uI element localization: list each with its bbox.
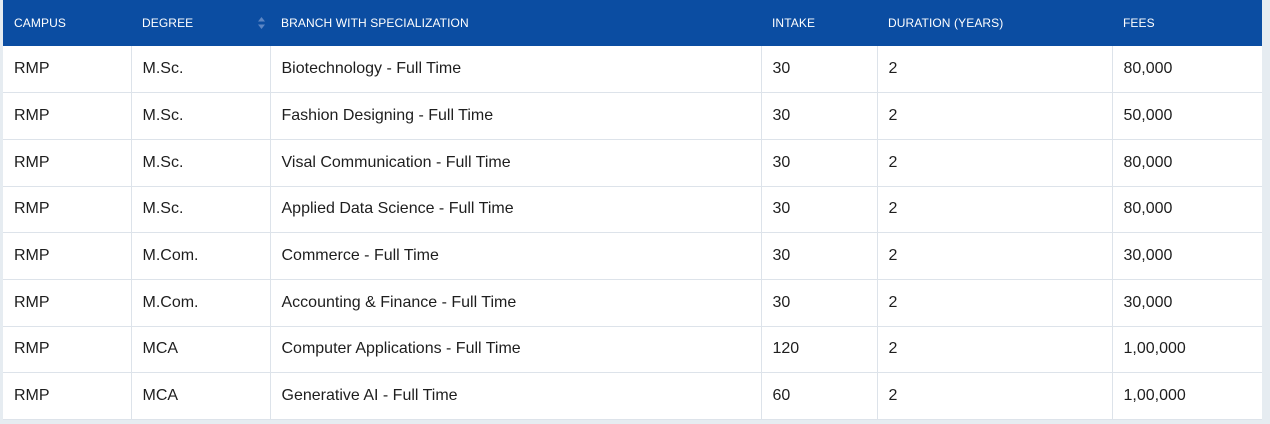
cell-degree: MCA [131,326,271,373]
cell-duration: 2 [877,186,1113,233]
cell-duration: 2 [877,372,1113,420]
cell-campus: RMP [3,46,132,93]
cell-intake: 120 [761,326,878,373]
program-table-container: CAMPUS DEGREE BRANCH WITH SPECIALIZATION… [3,0,1262,420]
header-fees[interactable]: FEES [1123,16,1155,30]
cell-intake: 60 [761,372,878,420]
table-row: RMP M.Com. Commerce - Full Time 30 2 30,… [3,232,1262,280]
cell-intake: 30 [761,139,878,187]
cell-degree: M.Sc. [131,139,271,187]
cell-branch: Applied Data Science - Full Time [270,186,762,233]
cell-degree: MCA [131,372,271,420]
cell-fees: 80,000 [1123,60,1173,78]
cell-fees: 1,00,000 [1123,387,1186,405]
cell-degree: M.Com. [131,279,271,327]
table-row: RMP M.Com. Accounting & Finance - Full T… [3,279,1262,327]
cell-degree: M.Sc. [131,92,271,140]
cell-degree: M.Sc. [131,186,271,233]
cell-branch: Visal Communication - Full Time [270,139,762,187]
cell-campus: RMP [3,279,132,327]
cell-fees: 30,000 [1123,293,1173,311]
cell-fees: 50,000 [1123,107,1173,125]
cell-campus: RMP [3,326,132,373]
cell-branch: Generative AI - Full Time [270,372,762,420]
cell-fees: 1,00,000 [1123,340,1186,358]
cell-intake: 30 [761,186,878,233]
table-row: RMP M.Sc. Applied Data Science - Full Ti… [3,186,1262,233]
cell-intake: 30 [761,46,878,93]
table-header-row: CAMPUS DEGREE BRANCH WITH SPECIALIZATION… [3,0,1262,46]
table-row: RMP MCA Computer Applications - Full Tim… [3,326,1262,373]
header-degree[interactable]: DEGREE [131,0,270,46]
table-row: RMP M.Sc. Visal Communication - Full Tim… [3,139,1262,187]
header-duration[interactable]: DURATION (YEARS) [888,16,1004,30]
cell-duration: 2 [877,279,1113,327]
table-row: RMP MCA Generative AI - Full Time 60 2 1… [3,372,1262,420]
cell-campus: RMP [3,232,132,280]
cell-degree: M.Sc. [131,46,271,93]
cell-campus: RMP [3,186,132,233]
table-row: RMP M.Sc. Fashion Designing - Full Time … [3,92,1262,140]
cell-campus: RMP [3,92,132,140]
cell-duration: 2 [877,326,1113,373]
cell-intake: 30 [761,232,878,280]
cell-intake: 30 [761,279,878,327]
cell-campus: RMP [3,372,132,420]
header-branch[interactable]: BRANCH WITH SPECIALIZATION [281,16,469,30]
cell-branch: Fashion Designing - Full Time [270,92,762,140]
cell-fees: 80,000 [1123,153,1173,171]
cell-branch: Commerce - Full Time [270,232,762,280]
program-table: CAMPUS DEGREE BRANCH WITH SPECIALIZATION… [3,0,1262,420]
header-campus[interactable]: CAMPUS [14,16,66,30]
cell-duration: 2 [877,232,1113,280]
cell-branch: Accounting & Finance - Full Time [270,279,762,327]
cell-fees: 30,000 [1123,247,1173,265]
header-degree-label: DEGREE [142,16,194,30]
header-intake[interactable]: INTAKE [772,16,816,30]
cell-campus: RMP [3,139,132,187]
cell-duration: 2 [877,139,1113,187]
cell-intake: 30 [761,92,878,140]
cell-degree: M.Com. [131,232,271,280]
cell-branch: Biotechnology - Full Time [270,46,762,93]
cell-fees: 80,000 [1123,200,1173,218]
cell-duration: 2 [877,46,1113,93]
sort-icon[interactable] [257,16,266,30]
cell-branch: Computer Applications - Full Time [270,326,762,373]
table-row: RMP M.Sc. Biotechnology - Full Time 30 2… [3,46,1262,93]
cell-duration: 2 [877,92,1113,140]
